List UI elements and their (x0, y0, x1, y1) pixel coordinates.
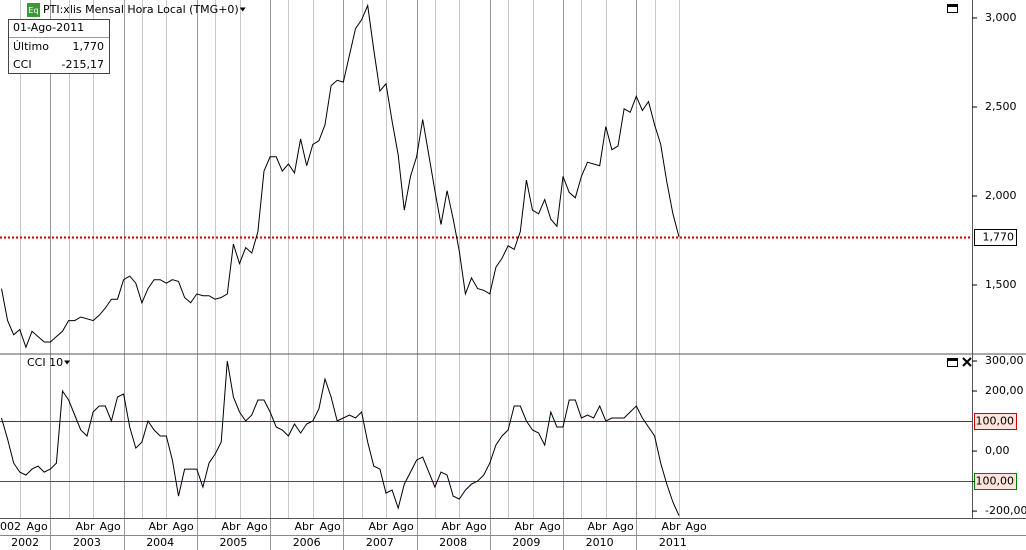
x-tick-label: Ago (27, 520, 49, 533)
indicator-title[interactable]: CCI 10 (27, 356, 63, 369)
reference-label: -100,00 (972, 475, 1014, 488)
x-tick-label: Ago (613, 520, 635, 533)
reference-label-box (974, 413, 1017, 430)
year-label: 2006 (293, 536, 321, 549)
y-tick-label: 2,000 (985, 189, 1017, 202)
year-label: 2007 (366, 536, 394, 549)
x-tick-label: Abr (442, 520, 462, 533)
x-tick-label: Abr (588, 520, 608, 533)
x-tick-label: Ago (686, 520, 708, 533)
marks (0, 3, 972, 516)
x-tick-label: Ago (540, 520, 562, 533)
x-tick-label: Ago (247, 520, 269, 533)
x-tick-label: Ago (320, 520, 342, 533)
year-label: 2004 (146, 536, 174, 549)
y-tick-label: 0,00 (985, 444, 1010, 457)
x-tick-label: Abr (662, 520, 682, 533)
dropdown-caret[interactable] (239, 7, 246, 12)
reference-label-box (974, 229, 1017, 246)
info-label: CCI (13, 58, 32, 71)
x-tick-label: Abr (369, 520, 389, 533)
year-label: 2009 (512, 536, 540, 549)
grid (20, 0, 680, 550)
x-tick-label: Ago (393, 520, 415, 533)
dropdown-caret[interactable] (64, 360, 71, 365)
info-label: Último (13, 40, 49, 53)
badge (27, 3, 40, 17)
x-tick-label: Ago (173, 520, 195, 533)
y-tick-label: 2,500 (985, 100, 1017, 113)
data-line (1, 3, 680, 349)
x-tick-label: Ago (100, 520, 122, 533)
y-tick-label: -200,00 (985, 504, 1026, 517)
x-tick-label: Abr (222, 520, 242, 533)
reference-label: 1,770 (983, 231, 1015, 244)
info-value: -215,17 (62, 58, 104, 71)
year-label: 2003 (73, 536, 101, 549)
x-tick-label: Abr (76, 520, 96, 533)
maximize-button[interactable] (947, 358, 958, 367)
badge-text: Eq (28, 6, 38, 15)
data-line (1, 360, 680, 516)
year-label: 2002 (11, 536, 39, 549)
info-value: 1,770 (73, 40, 105, 53)
reference-label-box (974, 473, 1017, 490)
year-label: 2008 (439, 536, 467, 549)
reference-label: 100,00 (976, 415, 1015, 428)
y-tick-label: 3,000 (985, 11, 1017, 24)
y-tick-label: 300,00 (985, 354, 1024, 367)
year-label: 2010 (586, 536, 614, 549)
year-label: 2011 (659, 536, 687, 549)
x-tick-label: Ago (466, 520, 488, 533)
y-tick-label: 200,00 (985, 384, 1024, 397)
x-tick-label: 002 (0, 520, 21, 533)
maximize-button[interactable] (947, 4, 958, 13)
info-box (8, 19, 110, 74)
x-tick-label: Abr (295, 520, 315, 533)
close-icon (962, 357, 972, 367)
chart-title[interactable]: PTI:xlis Mensal Hora Local (TMG+0) (43, 3, 239, 16)
x-tick-label: Abr (515, 520, 535, 533)
info-date: 01-Ago-2011 (13, 21, 84, 34)
close-button[interactable] (962, 357, 972, 367)
x-tick-label: Abr (149, 520, 169, 533)
year-label: 2005 (219, 536, 247, 549)
y-tick-label: 1,500 (985, 278, 1017, 291)
